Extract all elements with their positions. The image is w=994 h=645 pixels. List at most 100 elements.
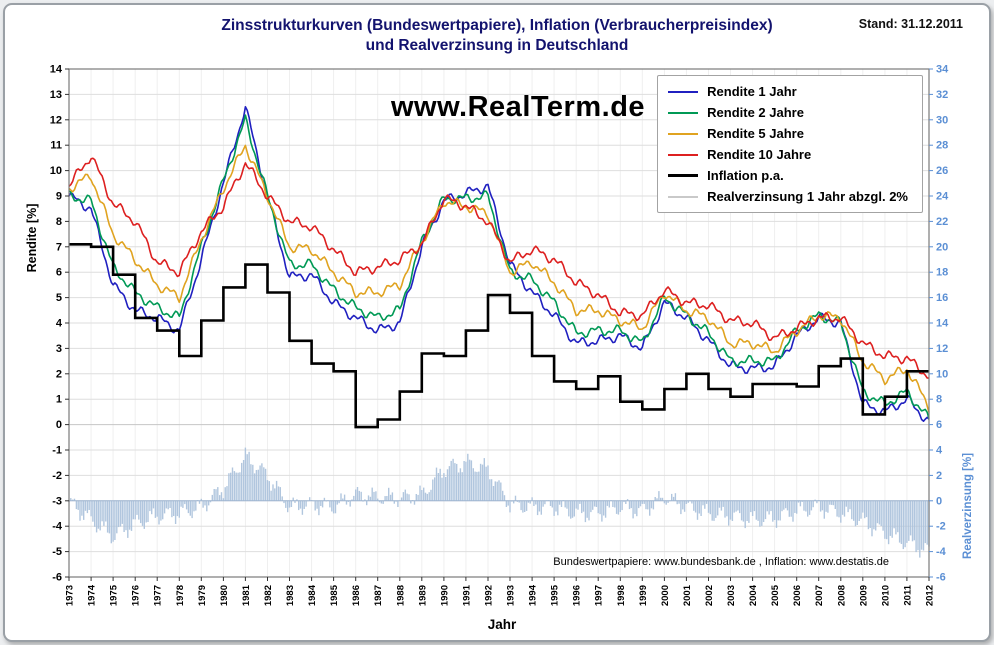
- legend-item: Realverzinsung 1 Jahr abzgl. 2%: [668, 189, 908, 204]
- svg-text:10: 10: [936, 368, 948, 380]
- svg-text:28: 28: [936, 140, 948, 152]
- legend-item-label: Rendite 5 Jahre: [707, 126, 804, 141]
- svg-text:1994: 1994: [528, 584, 539, 606]
- svg-text:1995: 1995: [550, 584, 561, 606]
- svg-text:1990: 1990: [439, 585, 450, 606]
- svg-text:1980: 1980: [219, 585, 230, 606]
- legend-item-label: Inflation p.a.: [707, 168, 784, 183]
- svg-text:22: 22: [936, 216, 948, 228]
- svg-text:4: 4: [56, 318, 63, 330]
- svg-text:7: 7: [56, 241, 62, 253]
- legend-item: Rendite 5 Jahre: [668, 126, 908, 141]
- svg-text:34: 34: [936, 64, 949, 76]
- svg-text:2: 2: [56, 368, 62, 380]
- svg-text:6: 6: [936, 419, 942, 431]
- svg-text:1981: 1981: [241, 584, 252, 606]
- svg-text:-6: -6: [52, 572, 62, 584]
- svg-text:8: 8: [56, 216, 62, 228]
- legend-item: Rendite 2 Jahre: [668, 105, 908, 120]
- svg-text:4: 4: [936, 445, 943, 457]
- legend-box: Rendite 1 Jahr Rendite 2 Jahre Rendite 5 J…: [657, 75, 923, 213]
- svg-text:-4: -4: [936, 546, 947, 558]
- svg-text:1976: 1976: [131, 585, 142, 606]
- legend-item: Inflation p.a.: [668, 168, 908, 183]
- svg-text:-4: -4: [52, 521, 63, 533]
- svg-text:1991: 1991: [461, 584, 472, 606]
- legend-item-label: Rendite 1 Jahr: [707, 84, 797, 99]
- svg-text:1977: 1977: [153, 585, 164, 606]
- svg-text:2008: 2008: [836, 585, 847, 606]
- svg-text:2009: 2009: [858, 585, 869, 606]
- svg-text:32: 32: [936, 89, 948, 101]
- svg-text:12: 12: [936, 343, 948, 355]
- svg-text:2011: 2011: [902, 584, 913, 605]
- svg-text:1997: 1997: [594, 585, 605, 606]
- svg-text:0: 0: [56, 419, 62, 431]
- svg-text:1: 1: [56, 394, 62, 406]
- svg-text:1979: 1979: [197, 585, 208, 606]
- svg-text:18: 18: [936, 267, 948, 279]
- svg-text:2006: 2006: [792, 585, 803, 606]
- svg-text:1992: 1992: [484, 585, 495, 606]
- svg-text:2004: 2004: [748, 584, 759, 606]
- y-right-axis-label: Realverzinsung [%]: [962, 452, 974, 560]
- svg-text:0: 0: [936, 495, 942, 507]
- svg-text:1998: 1998: [616, 585, 627, 606]
- svg-text:1985: 1985: [329, 584, 340, 606]
- svg-text:2: 2: [936, 470, 942, 482]
- legend-line-swatch-icon: [668, 111, 699, 114]
- x-axis-label: Jahr: [487, 617, 517, 632]
- svg-text:1987: 1987: [373, 585, 384, 606]
- svg-text:20: 20: [936, 241, 948, 253]
- svg-text:2012: 2012: [925, 585, 936, 606]
- svg-text:6: 6: [56, 267, 62, 279]
- legend-line-swatch-icon: [668, 174, 699, 177]
- svg-text:1988: 1988: [395, 585, 406, 606]
- svg-text:1996: 1996: [572, 585, 583, 606]
- svg-text:2002: 2002: [704, 585, 715, 606]
- svg-text:2001: 2001: [682, 584, 693, 606]
- svg-text:14: 14: [936, 318, 949, 330]
- svg-text:2010: 2010: [880, 585, 891, 606]
- svg-text:-1: -1: [52, 445, 62, 457]
- legend-line-swatch-icon: [668, 132, 699, 135]
- svg-text:1973: 1973: [65, 585, 76, 606]
- svg-text:1982: 1982: [263, 585, 274, 606]
- svg-text:1975: 1975: [109, 584, 120, 606]
- svg-text:2003: 2003: [726, 585, 737, 606]
- svg-text:-5: -5: [52, 546, 62, 558]
- svg-text:1999: 1999: [638, 585, 649, 606]
- svg-text:10: 10: [50, 165, 62, 177]
- svg-text:12: 12: [50, 114, 62, 126]
- svg-text:1974: 1974: [87, 584, 98, 606]
- y-left-axis-label: Rendite [%]: [25, 203, 39, 273]
- svg-text:14: 14: [50, 64, 63, 76]
- stand-date: Stand: 31.12.2011: [858, 17, 963, 31]
- svg-text:1989: 1989: [417, 585, 428, 606]
- legend-item: Rendite 10 Jahre: [668, 147, 908, 162]
- svg-text:2005: 2005: [770, 584, 781, 606]
- svg-text:1983: 1983: [285, 585, 296, 606]
- svg-text:24: 24: [936, 191, 949, 203]
- legend-line-swatch-icon: [668, 153, 699, 156]
- legend-item: Rendite 1 Jahr: [668, 84, 908, 99]
- svg-text:1984: 1984: [307, 584, 318, 606]
- svg-text:26: 26: [936, 165, 948, 177]
- legend-item-label: Realverzinsung 1 Jahr abzgl. 2%: [707, 189, 908, 204]
- svg-text:8: 8: [936, 394, 942, 406]
- svg-text:3: 3: [56, 343, 62, 355]
- svg-text:1986: 1986: [351, 585, 362, 606]
- svg-text:2000: 2000: [660, 585, 671, 606]
- svg-text:5: 5: [56, 292, 62, 304]
- svg-text:-2: -2: [936, 521, 946, 533]
- svg-text:-3: -3: [52, 495, 62, 507]
- watermark: www.RealTerm.de: [390, 91, 646, 123]
- svg-text:1978: 1978: [175, 585, 186, 606]
- svg-text:2007: 2007: [814, 585, 825, 606]
- svg-text:-2: -2: [52, 470, 62, 482]
- svg-text:16: 16: [936, 292, 948, 304]
- svg-text:30: 30: [936, 114, 948, 126]
- legend-line-swatch-icon: [668, 90, 699, 93]
- legend-line-swatch-icon: [668, 195, 699, 198]
- svg-text:-6: -6: [936, 572, 946, 584]
